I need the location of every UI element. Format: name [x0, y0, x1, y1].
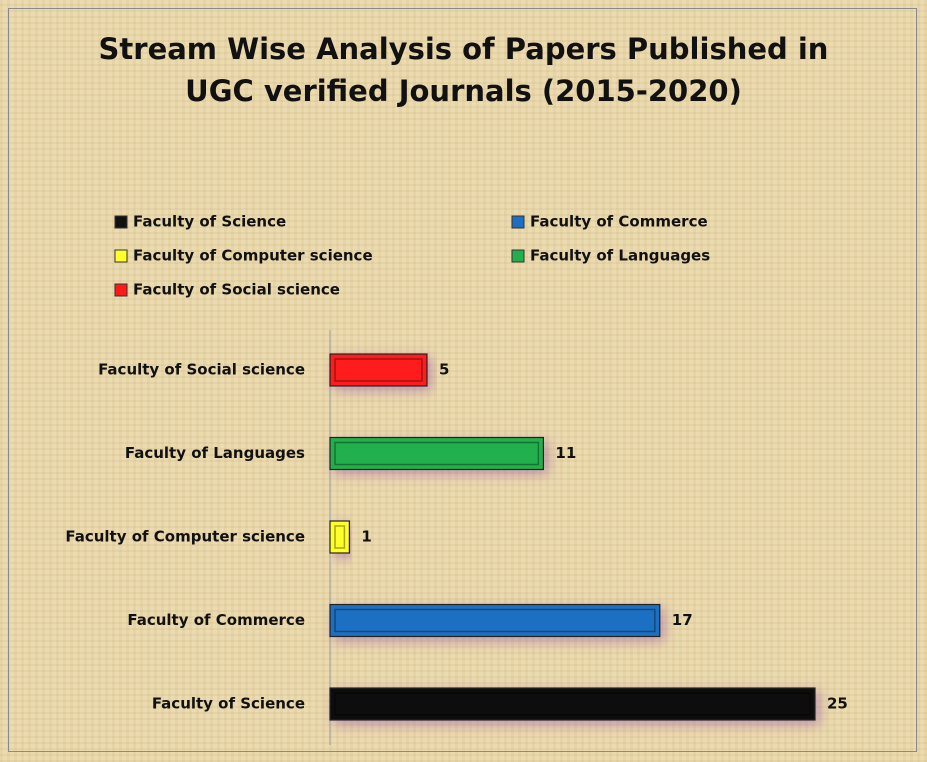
y-tick-label: Faculty of Computer science [65, 528, 305, 546]
bar [329, 436, 544, 471]
y-tick-label: Faculty of Social science [98, 361, 305, 379]
y-tick-label: Faculty of Science [152, 695, 305, 713]
y-tick-label: Faculty of Languages [125, 444, 305, 462]
bar-bevel [334, 525, 346, 549]
legend-label: Faculty of Social science [133, 281, 340, 299]
value-label: 11 [555, 444, 576, 462]
bar-bevel [334, 692, 811, 716]
legend-swatch [511, 215, 525, 229]
bar-bevel [334, 441, 540, 466]
bar-bevel [334, 608, 656, 633]
legend-label: Faculty of Science [133, 213, 286, 231]
legend-label: Faculty of Computer science [133, 247, 373, 265]
value-label: 1 [361, 528, 371, 546]
value-label: 5 [439, 361, 449, 379]
legend-swatch [511, 249, 525, 263]
bar-bevel [334, 358, 423, 382]
legend-swatch [114, 249, 128, 263]
value-label: 17 [672, 611, 693, 629]
chart-title: Stream Wise Analysis of Papers Published… [98, 32, 829, 108]
legend-label: Faculty of Languages [530, 247, 710, 265]
legend-label: Faculty of Commerce [530, 213, 708, 231]
legend-swatch [114, 215, 128, 229]
bar [329, 603, 661, 638]
chart-frame [8, 8, 917, 752]
bar [329, 520, 350, 554]
bar [329, 687, 816, 721]
value-label: 25 [827, 695, 848, 713]
legend-swatch [114, 283, 128, 297]
y-tick-label: Faculty of Commerce [127, 611, 305, 629]
bar [329, 353, 428, 387]
